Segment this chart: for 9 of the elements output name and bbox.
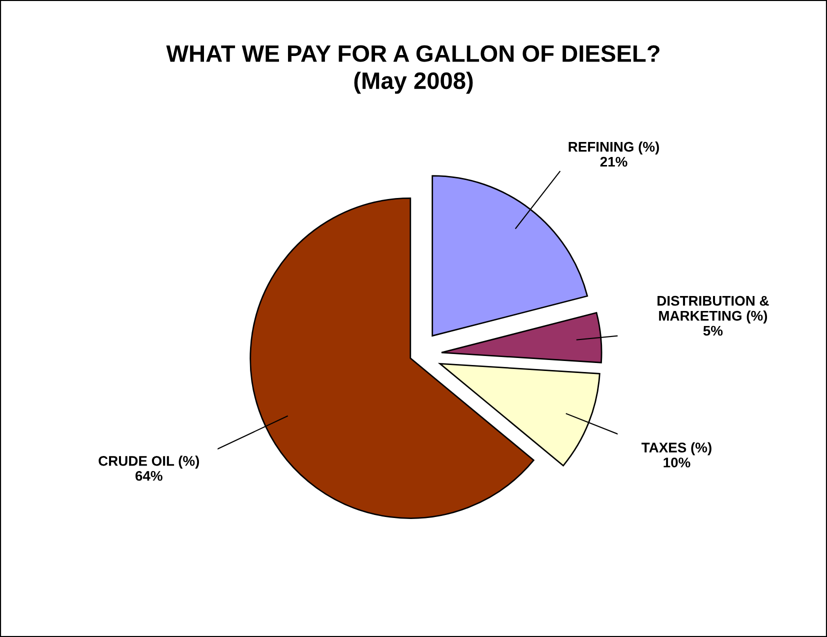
data-label: 21% bbox=[600, 156, 628, 167]
slice-label: CRUDE OIL (%) bbox=[98, 456, 200, 469]
data-label: 10% bbox=[664, 458, 690, 468]
data-label: 5% bbox=[703, 326, 723, 336]
slice-label: TAXES (%) bbox=[642, 442, 712, 456]
slice-label: REFINING (%) bbox=[568, 142, 659, 154]
slice-label: DISTRIBUTION & MARKETING (%) bbox=[658, 296, 769, 324]
chart-title: WHAT WE PAY FOR A GALLON OF DIESEL? (May 2008) bbox=[166, 45, 660, 94]
data-label: 64% bbox=[136, 470, 162, 481]
